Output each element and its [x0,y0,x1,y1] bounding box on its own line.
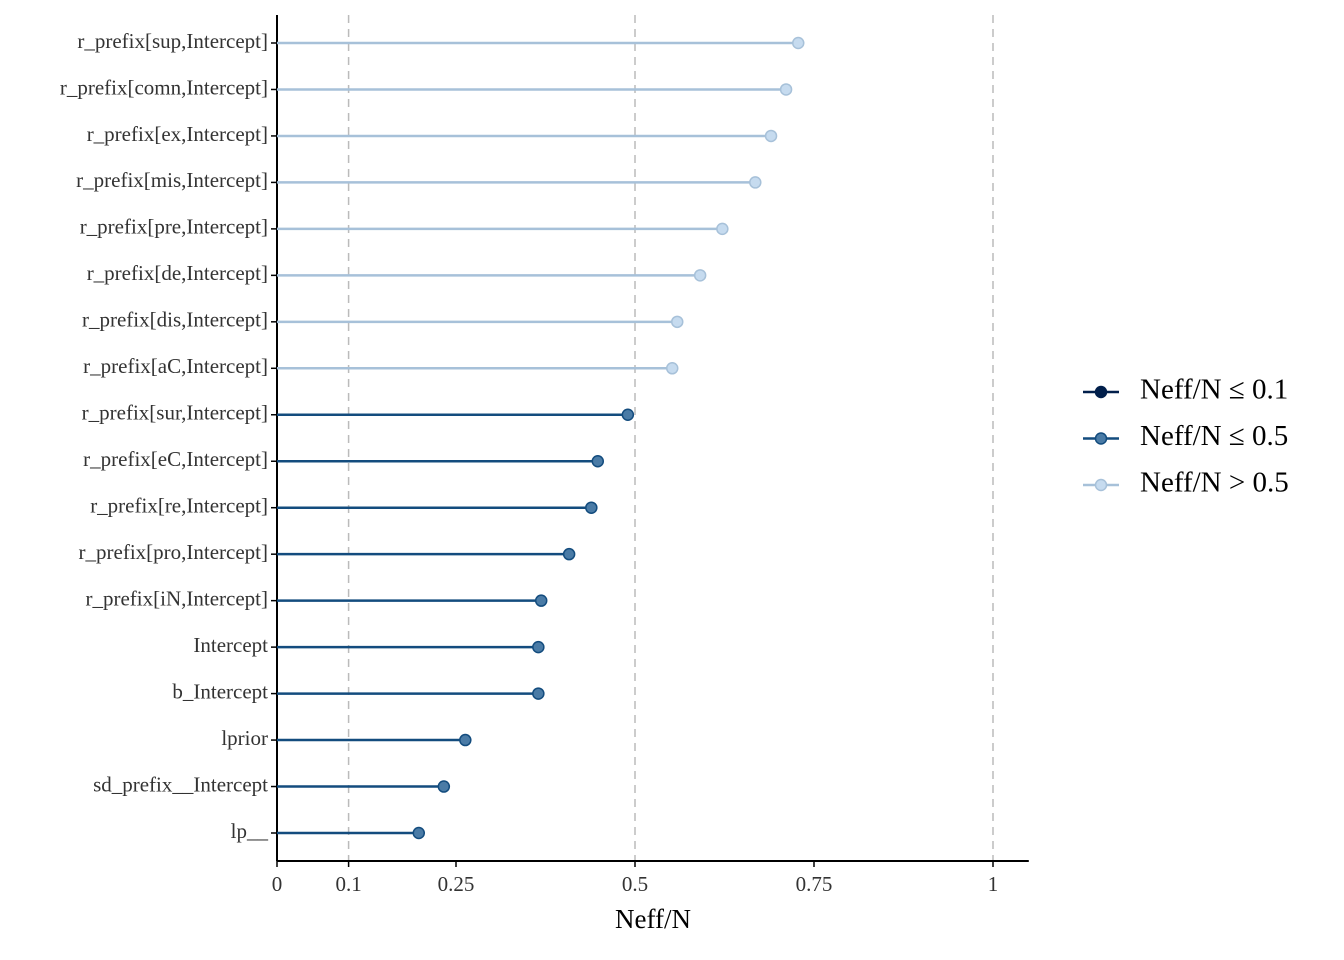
y-tick-label: r_prefix[mis,Intercept] [76,168,268,192]
y-tick-label: lp__ [231,819,269,843]
y-tick-label: r_prefix[de,Intercept] [87,261,268,285]
point [532,687,545,700]
x-tick-label: 0.75 [796,872,833,896]
legend-label: Neff/N ≤ 0.5 [1140,420,1288,452]
legend-point [1094,385,1108,399]
legend-label: Neff/N > 0.5 [1140,467,1289,499]
legend-label: Neff/N ≤ 0.1 [1140,374,1288,406]
legend-point [1094,478,1108,492]
x-tick-label: 0 [272,872,283,896]
point [585,501,598,514]
y-tick-label: r_prefix[pro,Intercept] [79,540,268,564]
x-tick-label: 0.1 [335,872,361,896]
x-tick-label: 1 [988,872,999,896]
point [779,83,793,96]
y-tick-label: b_Intercept [172,679,268,703]
y-tick-label: r_prefix[aC,Intercept] [83,354,268,378]
point [459,733,472,747]
y-tick-label: r_prefix[pre,Intercept] [80,215,268,239]
y-tick-label: r_prefix[eC,Intercept] [83,447,268,471]
y-tick-label: r_prefix[dis,Intercept] [82,308,268,332]
y-tick-label: r_prefix[sup,Intercept] [77,29,268,53]
y-tick-label: r_prefix[sur,Intercept] [82,401,268,425]
point [562,547,576,561]
point [764,129,778,143]
point [716,222,729,236]
y-tick-label: r_prefix[comn,Intercept] [60,75,268,99]
point [665,362,679,375]
point [749,176,762,189]
y-tick-label: Intercept [193,633,268,657]
y-tick-label: r_prefix[iN,Intercept] [86,586,269,610]
point [591,454,605,468]
point [791,36,805,50]
point [534,594,548,607]
point [621,408,635,422]
x-tick-label: 0.25 [438,872,475,896]
point [437,780,451,793]
point [412,826,426,840]
legend-point [1094,432,1108,445]
point [532,640,545,654]
x-axis-label: Neff/N [615,904,691,934]
y-tick-label: sd_prefix__Intercept [93,772,268,796]
y-tick-label: r_prefix[re,Intercept] [90,494,268,518]
y-tick-label: lprior [221,726,268,750]
x-tick-label: 0.5 [622,872,648,896]
point [670,315,684,329]
y-tick-label: r_prefix[ex,Intercept] [87,122,268,146]
point [693,269,707,282]
